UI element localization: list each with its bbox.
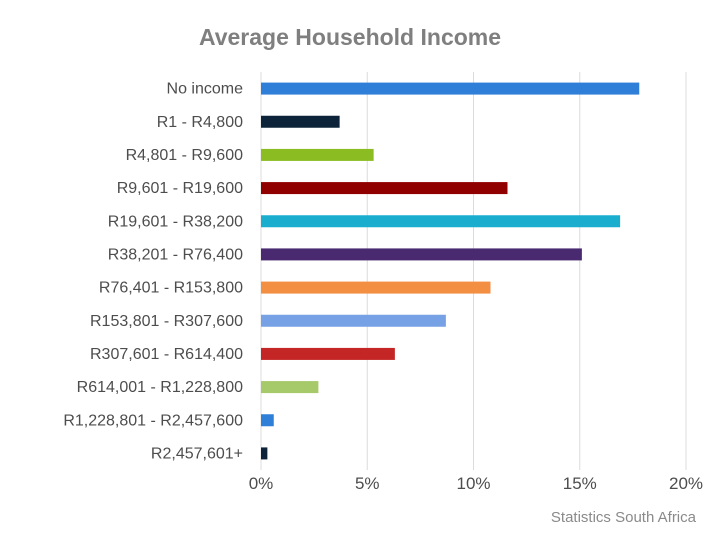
x-tick-label: 15% bbox=[563, 474, 597, 493]
x-tick-label: 10% bbox=[456, 474, 490, 493]
category-label: R2,457,601+ bbox=[151, 445, 243, 462]
x-axis-ticks: 0% 5% 10% 15% 20% bbox=[249, 474, 703, 493]
bar bbox=[261, 381, 319, 394]
bar bbox=[261, 414, 274, 427]
bar bbox=[261, 148, 374, 161]
category-label: R614,001 - R1,228,800 bbox=[77, 379, 243, 396]
bar bbox=[261, 281, 491, 294]
bars bbox=[261, 82, 640, 460]
chart-title: Average Household Income bbox=[198, 24, 502, 50]
x-tick-label: 0% bbox=[249, 474, 274, 493]
source-credit: Statistics South Africa bbox=[550, 509, 696, 526]
category-label: R307,601 - R614,400 bbox=[90, 346, 243, 363]
bar bbox=[261, 215, 621, 228]
x-tick-label: 5% bbox=[355, 474, 380, 493]
bar bbox=[261, 115, 340, 128]
category-label: No income bbox=[167, 81, 244, 98]
category-label: R4,801 - R9,600 bbox=[126, 147, 244, 164]
x-tick-label: 20% bbox=[669, 474, 703, 493]
category-label: R153,801 - R307,600 bbox=[90, 313, 243, 330]
category-label: R1,228,801 - R2,457,600 bbox=[63, 412, 243, 429]
bar bbox=[261, 314, 446, 327]
bar bbox=[261, 182, 508, 195]
category-label: R38,201 - R76,400 bbox=[108, 246, 243, 263]
category-label: R9,601 - R19,600 bbox=[117, 180, 243, 197]
category-label: R19,601 - R38,200 bbox=[108, 213, 243, 230]
gridlines bbox=[260, 72, 687, 470]
category-labels: No income R1 - R4,800 R4,801 - R9,600 R9,60… bbox=[63, 81, 243, 463]
bar bbox=[261, 82, 640, 95]
category-label: R1 - R4,800 bbox=[157, 114, 243, 131]
category-label: R76,401 - R153,800 bbox=[99, 280, 243, 297]
bar bbox=[261, 248, 582, 261]
bar bbox=[261, 347, 395, 360]
bar bbox=[261, 447, 268, 460]
